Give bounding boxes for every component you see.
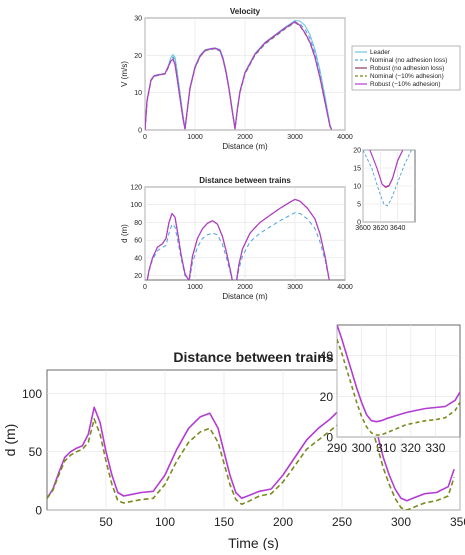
x-tick-label: 2000 [237, 134, 253, 141]
y-axis-label: d (m) [2, 424, 18, 457]
x-tick-label: 0 [143, 134, 147, 141]
x-tick-label: 3000 [287, 134, 303, 141]
y-tick-label: 5 [357, 202, 361, 209]
y-tick-label: 0 [35, 504, 42, 518]
x-tick-label: 3000 [287, 284, 303, 291]
chart-2: 3600 3620 3640 0 5 10 15 20 [353, 148, 416, 232]
y-tick-label: 10 [134, 90, 142, 97]
x-tick-label: 350 [450, 515, 465, 529]
x-axis-label: Distance (m) [222, 292, 268, 301]
x-tick-label: 300 [352, 441, 372, 455]
y-tick-label: 20 [134, 273, 142, 280]
legend-entry: Nominal (−10% adhesion) [370, 73, 444, 80]
y-tick-label: 50 [29, 445, 43, 459]
series-line-1 [47, 401, 455, 510]
x-tick-label: 310 [376, 441, 396, 455]
x-axis-label: Distance (m) [222, 142, 268, 151]
y-tick-label: 10 [353, 184, 361, 191]
chart-4: 290 300 310 320 330 0 20 40 [320, 324, 461, 455]
series-line-0 [47, 384, 455, 502]
x-tick-label: 0 [143, 284, 147, 291]
legend-box [351, 45, 461, 91]
legend-entry: Nominal (no adhesion loss) [370, 57, 447, 64]
x-tick-label: 3640 [390, 225, 406, 232]
legend-entry: Robust (no adhesion loss) [370, 65, 444, 72]
series-line-0 [363, 150, 413, 207]
x-tick-label: 1000 [187, 284, 203, 291]
y-tick-label: 15 [353, 166, 361, 173]
series-line-2 [369, 150, 404, 188]
y-tick-label: 0 [357, 220, 361, 227]
y-axis-label: V (m/s) [120, 61, 129, 87]
y-tick-label: 40 [320, 349, 334, 363]
x-tick-label: 290 [327, 441, 347, 455]
chart-0: 0 1000 2000 3000 4000 0 10 20 30 Velocity Distance… [120, 7, 353, 151]
x-tick-label: 320 [401, 441, 421, 455]
x-tick-label: 330 [425, 441, 445, 455]
y-tick-label: 40 [134, 255, 142, 262]
y-tick-label: 30 [134, 16, 142, 23]
x-tick-label: 4000 [337, 134, 353, 141]
series-group [145, 20, 333, 130]
y-tick-label: 100 [22, 387, 42, 401]
series-group [337, 325, 460, 436]
series-group [146, 198, 330, 280]
y-tick-label: 0 [326, 431, 333, 445]
y-tick-label: 100 [130, 202, 142, 209]
x-tick-label: 300 [391, 515, 411, 529]
y-tick-label: 20 [320, 390, 334, 404]
x-tick-label: 50 [99, 515, 113, 529]
x-tick-label: 150 [214, 515, 234, 529]
y-tick-label: 20 [353, 148, 361, 155]
chart-title: Distance between trains [199, 176, 291, 185]
series-group [363, 150, 413, 207]
series-group [47, 384, 455, 510]
plot-area [336, 324, 461, 438]
series-line-1 [337, 339, 460, 436]
x-tick-label: 200 [273, 515, 293, 529]
x-tick-label: 2000 [237, 284, 253, 291]
series-line-3 [146, 198, 330, 280]
series-line-4 [145, 21, 332, 130]
y-tick-label: 120 [130, 185, 142, 192]
y-tick-label: 60 [134, 238, 142, 245]
y-tick-label: 0 [138, 128, 142, 135]
series-line-0 [146, 212, 330, 280]
x-tick-label: 4000 [337, 284, 353, 291]
x-axis-label: Time (s) [228, 535, 279, 550]
legend-entry: Leader [370, 49, 391, 56]
x-tick-label: 3620 [373, 225, 389, 232]
y-tick-label: 80 [134, 220, 142, 227]
legend-entry: Robust (−10% adhesion) [370, 81, 441, 88]
x-tick-label: 250 [332, 515, 352, 529]
y-tick-label: 20 [134, 53, 142, 60]
series-line-0 [337, 325, 460, 423]
x-tick-label: 100 [155, 515, 175, 529]
chart-1: 0 1000 2000 3000 4000 20 40 60 80 100 120 Distance … [120, 176, 353, 301]
chart-title: Velocity [230, 7, 261, 16]
x-tick-label: 1000 [187, 134, 203, 141]
chart-title: Distance between trains [173, 349, 333, 365]
y-axis-label: d (m) [120, 224, 129, 243]
x-tick-label: 3600 [355, 225, 371, 232]
